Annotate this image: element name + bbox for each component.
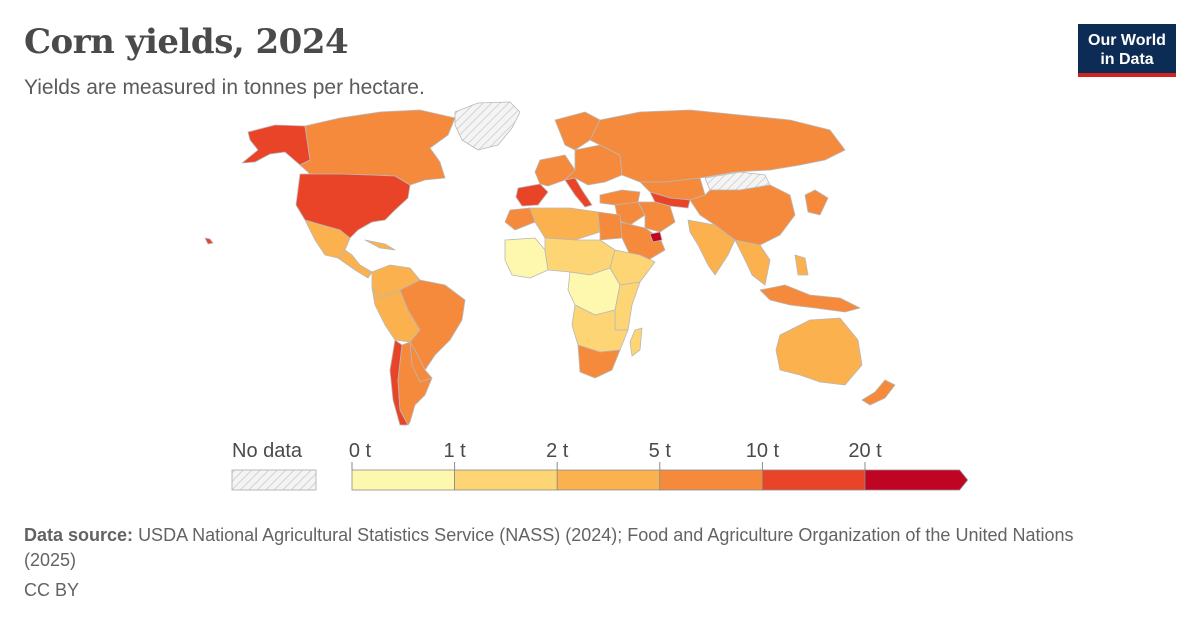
region-greenland[interactable] — [454, 101, 521, 151]
region-madagascar[interactable] — [629, 327, 643, 357]
chart-subtitle: Yields are measured in tonnes per hectar… — [24, 76, 425, 99]
legend-tick-label: 5 t — [648, 440, 671, 462]
region-iran[interactable] — [637, 201, 676, 233]
region-indonesia[interactable] — [759, 284, 861, 313]
region-russia[interactable] — [589, 109, 846, 183]
region-australia[interactable] — [775, 317, 863, 386]
legend-no-data-swatch — [231, 469, 317, 491]
logo-line-2: in Data — [1100, 51, 1154, 68]
region-sahel[interactable] — [544, 237, 616, 276]
region-new-zealand[interactable] — [861, 379, 896, 406]
region-hawaii[interactable] — [204, 237, 214, 245]
data-source-note: Data source: USDA National Agricultural … — [24, 523, 1124, 573]
data-source-label: Data source: — [24, 525, 134, 545]
region-uae[interactable] — [649, 231, 663, 243]
data-source-text: USDA National Agricultural Statistics Se… — [24, 525, 1074, 570]
region-brazil[interactable] — [399, 279, 466, 371]
legend-no-data-label: No data — [232, 440, 303, 462]
legend-tick-label: 2 t — [546, 440, 569, 462]
legend-bin-swatch[interactable] — [659, 469, 763, 491]
region-arabian-peninsula[interactable] — [619, 221, 666, 263]
region-scandinavia[interactable] — [554, 111, 601, 151]
legend-bin-swatch[interactable] — [864, 469, 969, 491]
region-southeast-asia[interactable] — [734, 239, 771, 286]
logo-line-1: Our World — [1088, 32, 1166, 49]
region-spain-portugal[interactable] — [515, 183, 549, 207]
legend-bin-swatch[interactable] — [762, 469, 866, 491]
region-canada[interactable] — [299, 109, 456, 186]
region-alaska[interactable] — [241, 124, 311, 166]
region-west-africa[interactable] — [504, 237, 549, 279]
region-france-western-europe[interactable] — [534, 154, 576, 187]
legend-bin-swatch[interactable] — [351, 469, 455, 491]
legend-color-scale — [351, 462, 969, 491]
region-argentina[interactable] — [397, 341, 433, 426]
legend-bin-swatch[interactable] — [454, 469, 558, 491]
chart-title: Corn yields, 2024 — [24, 22, 349, 62]
legend-tick-label: 1 t — [443, 440, 466, 462]
region-southern-africa[interactable] — [571, 304, 629, 353]
region-korea-japan[interactable] — [804, 189, 829, 216]
legend-tick-label: 10 t — [745, 440, 780, 462]
license-text[interactable]: CC BY — [24, 580, 80, 600]
region-south-africa[interactable] — [577, 344, 621, 379]
region-caribbean[interactable] — [364, 239, 396, 251]
region-central-america[interactable] — [337, 249, 373, 279]
legend-tick-label: 0 t — [348, 440, 372, 462]
region-egypt[interactable] — [597, 211, 623, 241]
region-india[interactable] — [687, 219, 736, 276]
owid-logo[interactable]: Our World in Data — [1078, 24, 1176, 77]
region-morocco[interactable] — [504, 207, 536, 231]
region-philippines[interactable] — [794, 254, 809, 276]
legend-tick-label: 20 t — [848, 440, 882, 462]
region-north-africa[interactable] — [529, 207, 601, 241]
legend-bin-swatch[interactable] — [556, 469, 661, 491]
